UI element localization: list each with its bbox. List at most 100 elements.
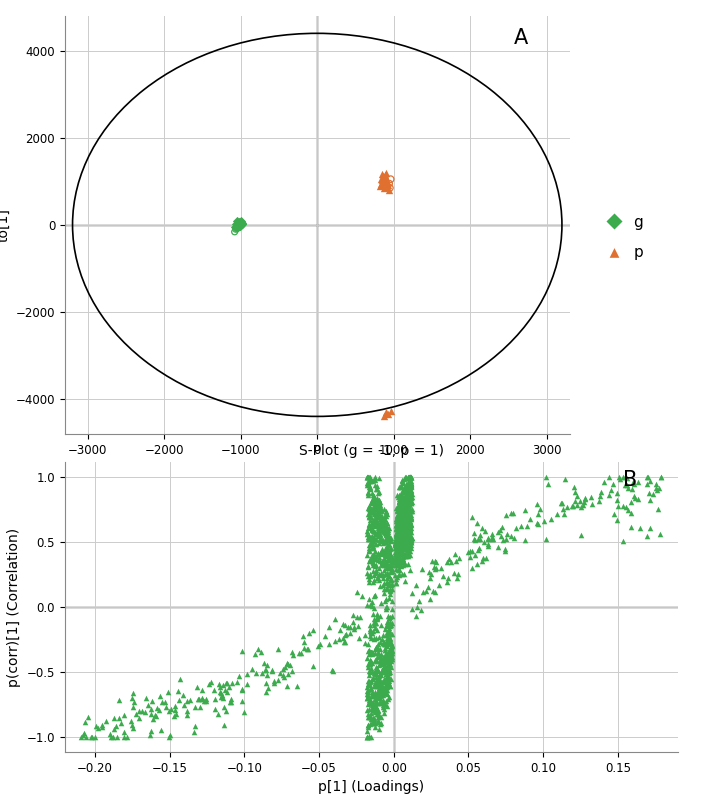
Point — [474, 529, 486, 541]
Point — [363, 471, 374, 484]
Point — [366, 517, 377, 530]
Point — [361, 471, 373, 484]
Point — [381, 542, 393, 555]
Point — [367, 564, 379, 577]
Point — [369, 478, 381, 491]
Point — [400, 518, 412, 531]
Point — [379, 517, 391, 530]
Point — [404, 498, 415, 510]
Point — [614, 471, 625, 484]
Point — [371, 716, 382, 728]
Point — [373, 537, 385, 549]
Point — [395, 523, 407, 536]
Point — [390, 513, 402, 525]
Point — [401, 517, 412, 529]
Point — [382, 178, 394, 191]
Point — [402, 536, 414, 548]
Point — [405, 486, 417, 499]
Point — [394, 496, 405, 509]
Point — [400, 499, 412, 512]
Point — [397, 517, 409, 530]
Point — [399, 536, 411, 548]
Point — [380, 522, 392, 535]
Point — [261, 686, 273, 699]
Point — [399, 521, 411, 533]
Point — [399, 506, 411, 519]
Point — [386, 650, 397, 662]
Point — [395, 537, 407, 550]
Point — [402, 533, 414, 545]
Point — [399, 529, 411, 541]
Point — [404, 471, 415, 484]
Point — [352, 611, 363, 623]
Point — [402, 500, 414, 513]
Point — [401, 511, 412, 524]
Point — [122, 730, 133, 743]
Point — [169, 700, 181, 712]
Point — [365, 533, 376, 545]
Point — [373, 529, 385, 542]
Point — [402, 495, 414, 508]
Point — [391, 539, 402, 552]
Point — [366, 699, 378, 712]
Point — [368, 508, 379, 521]
Point — [473, 542, 485, 555]
Point — [395, 526, 407, 539]
Point — [386, 617, 398, 630]
Point — [381, 181, 392, 193]
Point — [371, 612, 383, 625]
Point — [402, 494, 413, 506]
Point — [391, 555, 402, 568]
Point — [234, 670, 245, 683]
Point — [273, 673, 284, 686]
Point — [386, 578, 398, 591]
Point — [605, 484, 616, 497]
Point — [368, 602, 380, 615]
Point — [383, 654, 394, 667]
Point — [217, 692, 229, 704]
Point — [389, 569, 401, 582]
Point — [371, 494, 383, 507]
Point — [381, 507, 393, 520]
Point — [96, 721, 107, 734]
Point — [366, 702, 378, 715]
Point — [399, 504, 411, 517]
Point — [402, 527, 413, 540]
Point — [391, 553, 402, 566]
Point — [398, 483, 410, 496]
Point — [404, 514, 416, 527]
Point — [593, 494, 605, 507]
Point — [367, 552, 379, 564]
Point — [381, 651, 392, 664]
Point — [396, 474, 407, 486]
Point — [394, 547, 405, 560]
Point — [105, 728, 116, 741]
Point — [399, 525, 411, 537]
Point — [384, 560, 396, 573]
Point — [368, 556, 379, 569]
Point — [108, 722, 120, 735]
Point — [364, 622, 376, 635]
Point — [373, 675, 384, 688]
Point — [375, 666, 386, 679]
Point — [373, 658, 384, 671]
Point — [368, 531, 380, 544]
Point — [393, 521, 404, 534]
Point — [365, 503, 376, 516]
Point — [371, 708, 383, 721]
Point — [391, 545, 402, 558]
Point — [392, 537, 403, 549]
Point — [323, 638, 335, 650]
Point — [655, 471, 667, 484]
Point — [347, 609, 358, 622]
Point — [405, 504, 417, 517]
Point — [647, 488, 659, 501]
Point — [385, 552, 397, 564]
Point — [579, 492, 590, 505]
Point — [390, 576, 402, 589]
Point — [370, 511, 381, 524]
Point — [371, 482, 383, 495]
Point — [406, 505, 417, 518]
Point — [400, 511, 412, 524]
Point — [362, 719, 373, 732]
